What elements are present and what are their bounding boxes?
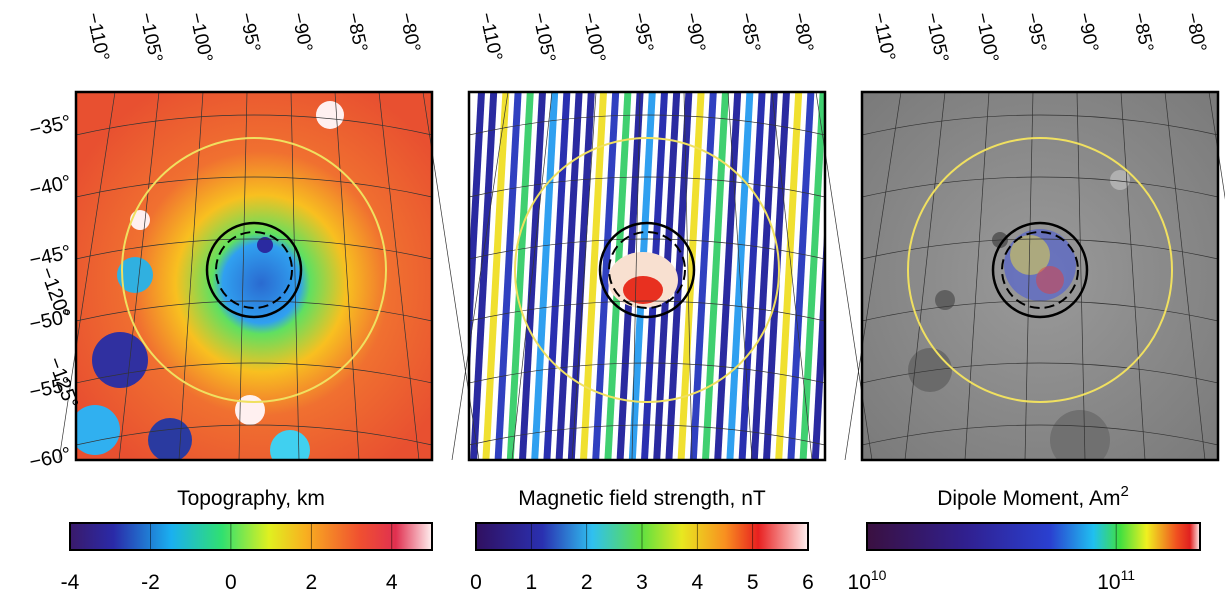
- tick-exponent: 10: [871, 567, 887, 583]
- figure: Topography, km Magnetic field strength, …: [0, 0, 1225, 600]
- relief-map: [862, 92, 1218, 470]
- colorbar-tick-label: -4: [61, 571, 80, 594]
- longitude-label: −85°: [735, 11, 764, 54]
- longitude-label: −105°: [528, 11, 559, 65]
- anomaly: [623, 276, 663, 304]
- colorbar-tick-label: 2: [305, 571, 317, 594]
- longitude-label: −105°: [921, 11, 952, 65]
- colorbar: [70, 523, 432, 550]
- longitude-label: −110°: [868, 11, 899, 63]
- colorbar-tick-label: 4: [691, 571, 703, 594]
- tick-base: 10: [848, 571, 871, 594]
- longitude-label: −95°: [1021, 11, 1050, 54]
- tick-base: 10: [1097, 571, 1120, 594]
- colorbar-tick-label: 5: [747, 571, 759, 594]
- colorbar-tick-label: 1: [525, 571, 537, 594]
- longitude-label: −85°: [1128, 11, 1157, 54]
- longitude-label: −80°: [1181, 11, 1210, 54]
- longitude-label: −105°: [135, 11, 166, 65]
- colorbar-title: Topography, km: [177, 487, 325, 510]
- latitude-label: −60°: [27, 443, 73, 473]
- colorbar-tick-label: 0: [470, 571, 482, 594]
- tick-exponent: 11: [1121, 567, 1136, 583]
- longitude-label: −85°: [342, 11, 371, 54]
- longitude-label: −100°: [578, 11, 609, 65]
- longitude-label: −80°: [788, 11, 817, 54]
- longitude-label: −95°: [628, 11, 657, 54]
- colorbar-title: Magnetic field strength, nT: [518, 487, 766, 510]
- colorbar-tick-label: 1010: [848, 567, 887, 594]
- colorbar-tick-label: -2: [141, 571, 160, 594]
- longitude-label: −110°: [475, 11, 506, 63]
- colorbar-title: Dipole Moment, Am2: [937, 483, 1129, 510]
- longitude-label: −110°: [82, 11, 113, 63]
- longitude-label: −90°: [1073, 11, 1102, 54]
- longitude-label: −100°: [185, 11, 216, 65]
- colorbar: [867, 523, 1200, 550]
- colorbar-tick-label: 6: [802, 571, 814, 594]
- colorbar-tick-label: 0: [225, 571, 237, 594]
- longitude-label: −100°: [971, 11, 1002, 65]
- longitude-label: −80°: [395, 11, 424, 54]
- longitude-label: −90°: [287, 11, 316, 54]
- colorbar-tick-label: 2: [581, 571, 593, 594]
- longitude-label: −90°: [680, 11, 709, 54]
- title-text: Dipole Moment, Am: [937, 487, 1120, 510]
- colorbar-tick-label: 3: [636, 571, 648, 594]
- longitude-label: −95°: [235, 11, 264, 54]
- latitude-label: −35°: [27, 111, 73, 141]
- colorbar-tick-label: 1011: [1097, 567, 1135, 594]
- latitude-label: −40°: [27, 171, 73, 201]
- colorbar-tick-label: 4: [386, 571, 398, 594]
- title-superscript: 2: [1120, 483, 1128, 500]
